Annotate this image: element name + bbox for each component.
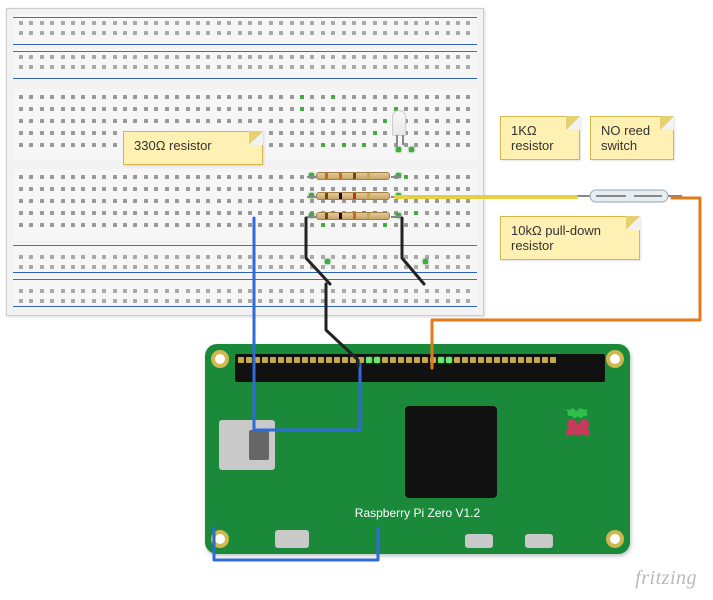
raspberry-logo-icon	[560, 406, 596, 438]
soc-chip	[405, 406, 497, 498]
note-1k-resistor: 1KΩ resistor	[500, 116, 580, 160]
reed-switch	[576, 186, 686, 206]
note-label: NO reed switch	[601, 123, 650, 153]
micro-usb-port	[465, 534, 493, 548]
diagram-canvas: 330Ω resistor 1KΩ resistor NO reed switc…	[0, 0, 713, 600]
note-reed-switch: NO reed switch	[590, 116, 674, 160]
note-330-resistor: 330Ω resistor	[123, 131, 263, 165]
mounting-hole	[606, 530, 624, 548]
micro-usb-port	[525, 534, 553, 548]
mounting-hole	[211, 530, 229, 548]
raspberry-pi-zero: Raspberry Pi Zero V1.2	[205, 344, 630, 554]
mini-hdmi-port	[275, 530, 309, 548]
resistor-1k	[316, 192, 390, 200]
sd-card-slot	[219, 420, 275, 470]
note-label: 10kΩ pull-down resistor	[511, 223, 601, 253]
note-label: 330Ω resistor	[134, 138, 212, 153]
watermark: fritzing	[635, 567, 697, 590]
led-component	[392, 110, 406, 136]
gpio-header	[235, 354, 605, 382]
note-10k-resistor: 10kΩ pull-down resistor	[500, 216, 640, 260]
mounting-hole	[211, 350, 229, 368]
mounting-hole	[606, 350, 624, 368]
pi-board-label: Raspberry Pi Zero V1.2	[205, 506, 630, 520]
resistor-10k	[316, 212, 390, 220]
resistor-330	[316, 172, 390, 180]
note-label: 1KΩ resistor	[511, 123, 554, 153]
